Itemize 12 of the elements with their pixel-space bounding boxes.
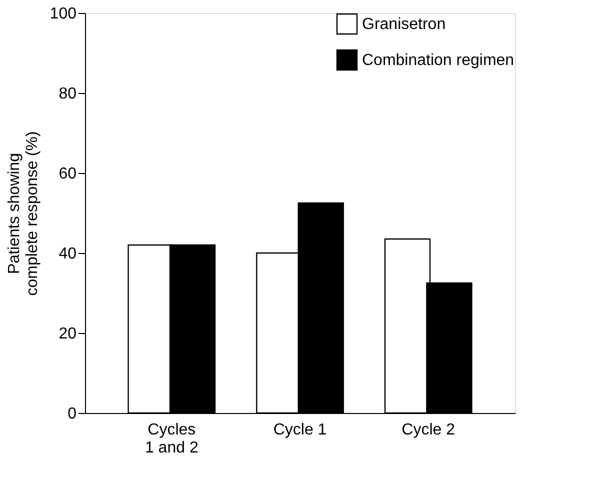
y-tick-label: 100: [50, 6, 77, 22]
y-tick-label: 20: [58, 326, 77, 342]
x-tick-label: Cycle 2: [402, 422, 456, 438]
x-tick-label: Cycles 1 and 2: [144, 422, 198, 456]
legend-label: Granisetron: [362, 16, 446, 33]
x-tick-label: Cycle 1: [273, 422, 327, 438]
y-tick-label: 60: [58, 166, 77, 182]
y-tick-label: 0: [68, 406, 77, 422]
legend-label: Combination regimen: [362, 52, 514, 69]
y-axis-title: Patients showing complete response (%): [6, 131, 41, 296]
y-tick-label: 40: [58, 246, 77, 262]
y-tick-label: 80: [58, 86, 77, 102]
